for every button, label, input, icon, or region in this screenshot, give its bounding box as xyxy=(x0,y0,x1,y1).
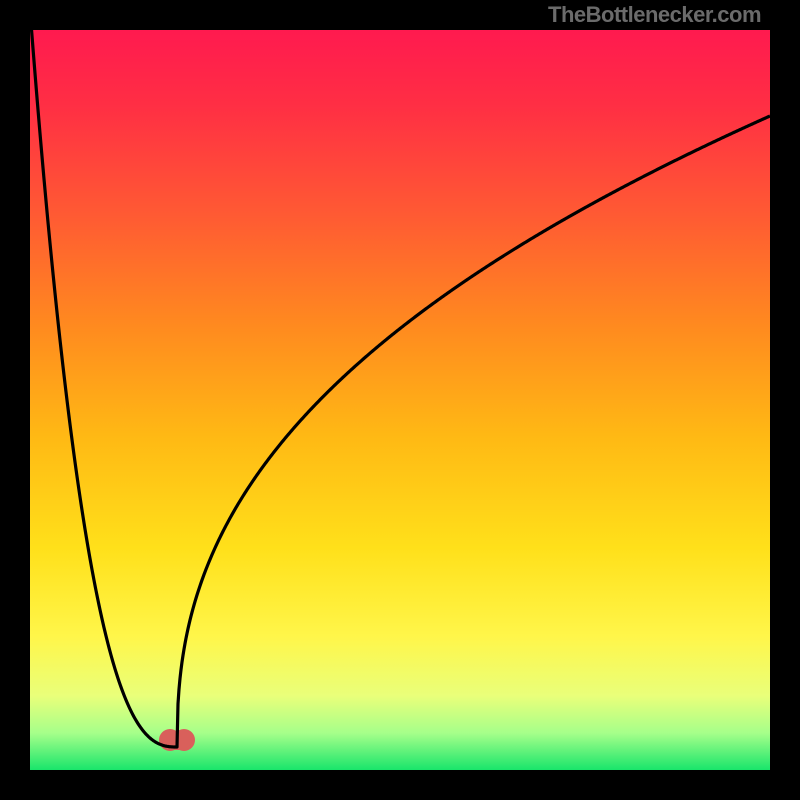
chart-svg-layer xyxy=(0,0,800,800)
watermark-text: TheBottlenecker.com xyxy=(548,2,761,28)
chart-outer-frame: TheBottlenecker.com xyxy=(0,0,800,800)
